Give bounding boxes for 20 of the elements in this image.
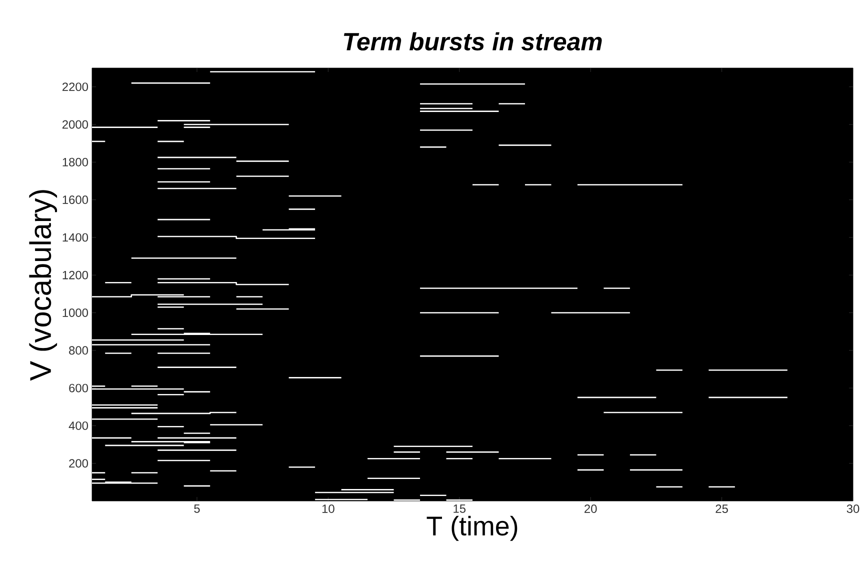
y-tick-label: 400 — [68, 421, 88, 430]
x-tick-label: 15 — [454, 504, 466, 513]
y-tick-label: 600 — [69, 384, 88, 392]
y-tick-label: 1200 — [62, 270, 88, 280]
y-tick-label: 200 — [69, 459, 88, 468]
y-tick-label: 2000 — [62, 120, 88, 129]
y-tick-label: 1800 — [62, 158, 88, 166]
y-tick-label: 1600 — [62, 196, 88, 204]
y-tick-label: 1400 — [62, 233, 88, 242]
x-tick-label: 10 — [322, 504, 334, 513]
chart-title: Term bursts in stream — [344, 32, 602, 51]
y-tick-label: 2200 — [62, 82, 88, 92]
x-tick-label: 5 — [194, 504, 200, 513]
x-tick-label: 25 — [716, 504, 728, 513]
x-tick-label: 30 — [846, 504, 860, 513]
x-axis-title: T (time) — [426, 516, 518, 541]
y-tick-label: 1000 — [62, 308, 88, 317]
y-axis-title: V (vocabulary) — [29, 190, 58, 381]
y-tick-label: 800 — [69, 346, 88, 355]
x-tick-label: 20 — [584, 504, 597, 513]
